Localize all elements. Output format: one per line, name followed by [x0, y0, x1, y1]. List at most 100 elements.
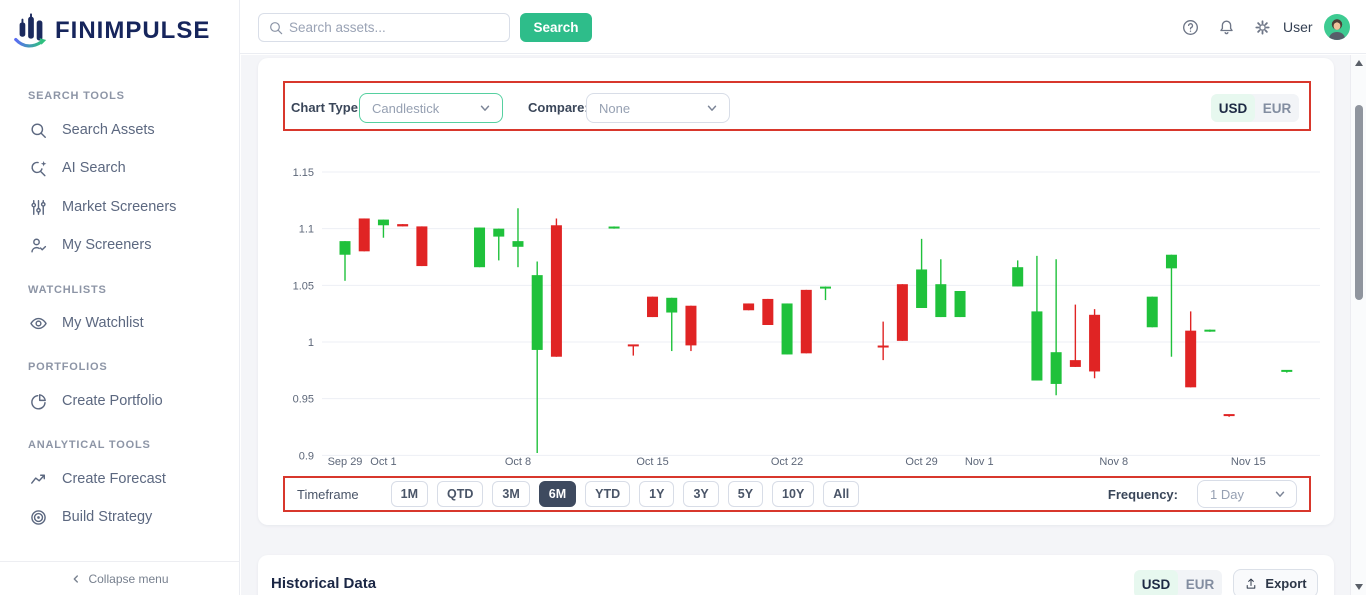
scroll-down-arrow-icon[interactable] [1354, 583, 1364, 591]
timeframe-6m-button[interactable]: 6M [538, 481, 577, 507]
sidebar-item-label: My Watchlist [62, 315, 144, 331]
svg-text:Nov 1: Nov 1 [965, 456, 994, 468]
target-icon [28, 507, 48, 527]
svg-text:Oct 1: Oct 1 [370, 456, 396, 468]
sidebar-item-build-strategy[interactable]: Build Strategy [28, 505, 152, 529]
svg-text:1.15: 1.15 [293, 167, 314, 179]
svg-text:1.05: 1.05 [293, 280, 314, 292]
sidebar-item-label: Search Assets [62, 122, 155, 138]
collapse-menu-label: Collapse menu [88, 571, 169, 586]
svg-text:Oct 8: Oct 8 [505, 456, 531, 468]
timeframe-1y-button[interactable]: 1Y [639, 481, 675, 507]
sidebar-item-my-screeners[interactable]: My Screeners [28, 233, 151, 257]
pie-chart-icon [28, 391, 48, 411]
timeframe-1m-button[interactable]: 1M [390, 481, 429, 507]
collapse-menu-button[interactable]: Collapse menu [0, 561, 239, 595]
search-icon [270, 22, 283, 35]
svg-text:1.1: 1.1 [299, 224, 314, 236]
svg-text:Sep 29: Sep 29 [328, 456, 363, 468]
svg-text:Oct 29: Oct 29 [905, 456, 937, 468]
settings-gear-icon[interactable] [1253, 18, 1272, 37]
chevron-down-icon [480, 105, 490, 111]
export-button[interactable]: Export [1233, 569, 1318, 595]
timeframe-10y-button[interactable]: 10Y [772, 481, 815, 507]
search-input[interactable] [289, 15, 504, 40]
svg-text:1: 1 [308, 337, 314, 349]
usd-option[interactable]: USD [1134, 570, 1178, 595]
historical-data-title: Historical Data [271, 575, 377, 592]
currency-toggle: USD EUR [1134, 570, 1222, 595]
section-title-search-tools: SEARCH TOOLS [28, 90, 125, 102]
scroll-up-arrow-icon[interactable] [1354, 59, 1364, 67]
asset-search-box [258, 13, 510, 42]
section-title-portfolios: PORTFOLIOS [28, 361, 108, 373]
chevron-down-icon [707, 105, 717, 111]
historical-data-card: Historical Data USD EUR Export [258, 555, 1334, 595]
eye-icon [28, 313, 48, 333]
chart-type-label: Chart Type: [291, 100, 363, 115]
vertical-scrollbar[interactable] [1350, 55, 1366, 595]
timeframe-all-button[interactable]: All [823, 481, 860, 507]
eur-option[interactable]: EUR [1262, 100, 1292, 116]
timeframe-3y-button[interactable]: 3Y [683, 481, 719, 507]
sidebar: FINIMPULSE SEARCH TOOLS Search Assets AI… [0, 0, 240, 595]
sidebar-item-my-watchlist[interactable]: My Watchlist [28, 311, 144, 335]
help-icon[interactable] [1181, 18, 1200, 37]
frequency-value: 1 Day [1210, 486, 1244, 502]
svg-text:Oct 22: Oct 22 [771, 456, 803, 468]
timeframe-qtd-button[interactable]: QTD [437, 481, 484, 507]
search-icon [28, 120, 48, 140]
main-content: Chart Type: Candlestick Compare: None US… [241, 55, 1350, 595]
timeframe-highlight-box: Timeframe 1M QTD 3M 6M YTD 1Y 3Y 5Y 10Y … [283, 476, 1311, 512]
sidebar-item-label: Market Screeners [62, 199, 177, 215]
timeframe-ytd-button[interactable]: YTD [585, 481, 631, 507]
trend-arrow-icon [28, 469, 48, 489]
notifications-bell-icon[interactable] [1217, 18, 1236, 37]
eur-option[interactable]: EUR [1185, 576, 1215, 592]
sidebar-item-create-forecast[interactable]: Create Forecast [28, 467, 166, 491]
frequency-label: Frequency: [1107, 486, 1178, 502]
scrollbar-thumb[interactable] [1355, 105, 1363, 300]
sidebar-item-ai-search[interactable]: AI Search [28, 156, 126, 180]
sliders-icon [28, 197, 48, 217]
compare-value: None [599, 100, 631, 116]
timeframe-3m-button[interactable]: 3M [492, 481, 530, 507]
frequency-select[interactable]: 1 Day [1197, 480, 1297, 508]
export-label: Export [1265, 576, 1307, 591]
person-check-icon [28, 235, 48, 255]
sidebar-item-label: Create Portfolio [62, 393, 163, 409]
sidebar-item-label: My Screeners [62, 237, 152, 253]
timeframe-5y-button[interactable]: 5Y [727, 481, 764, 507]
sidebar-item-search-assets[interactable]: Search Assets [28, 118, 155, 142]
compare-label: Compare: [528, 100, 589, 115]
brand-logo[interactable]: FINIMPULSE [12, 12, 210, 50]
svg-text:0.9: 0.9 [299, 450, 314, 462]
usd-option[interactable]: USD [1211, 94, 1255, 122]
svg-text:Nov 8: Nov 8 [1099, 456, 1128, 468]
sidebar-item-market-screeners[interactable]: Market Screeners [28, 195, 176, 219]
finimpulse-logo-icon [14, 13, 47, 48]
svg-text:Oct 15: Oct 15 [636, 456, 668, 468]
chart-controls-highlight-box: Chart Type: Candlestick Compare: None US… [283, 81, 1311, 131]
search-button[interactable]: Search [520, 13, 592, 42]
sidebar-item-label: AI Search [62, 160, 126, 176]
chart-card: Chart Type: Candlestick Compare: None US… [258, 58, 1334, 525]
chart-type-value: Candlestick [372, 100, 440, 116]
svg-text:Nov 15: Nov 15 [1231, 456, 1266, 468]
timeframe-label: Timeframe [297, 486, 359, 502]
chevron-left-icon [74, 574, 79, 583]
candlestick-chart[interactable]: 0.9 0.95 1 1.05 1.1 1.15 Sep 29 Oct 1 Oct 8 Oct 1… [274, 140, 1326, 472]
brand-name: FINIMPULSE [55, 17, 211, 44]
user-label: User [1283, 19, 1313, 35]
chart-type-select[interactable]: Candlestick [359, 93, 503, 123]
avatar[interactable] [1324, 14, 1350, 40]
topbar: Search User [240, 0, 1366, 54]
section-title-analytical-tools: ANALYTICAL TOOLS [28, 439, 151, 451]
compare-select[interactable]: None [586, 93, 730, 123]
sidebar-item-label: Create Forecast [62, 471, 166, 487]
chevron-down-icon [1275, 491, 1285, 497]
currency-toggle: USD EUR [1211, 94, 1299, 122]
sidebar-item-create-portfolio[interactable]: Create Portfolio [28, 389, 163, 413]
sidebar-item-label: Build Strategy [62, 509, 153, 525]
